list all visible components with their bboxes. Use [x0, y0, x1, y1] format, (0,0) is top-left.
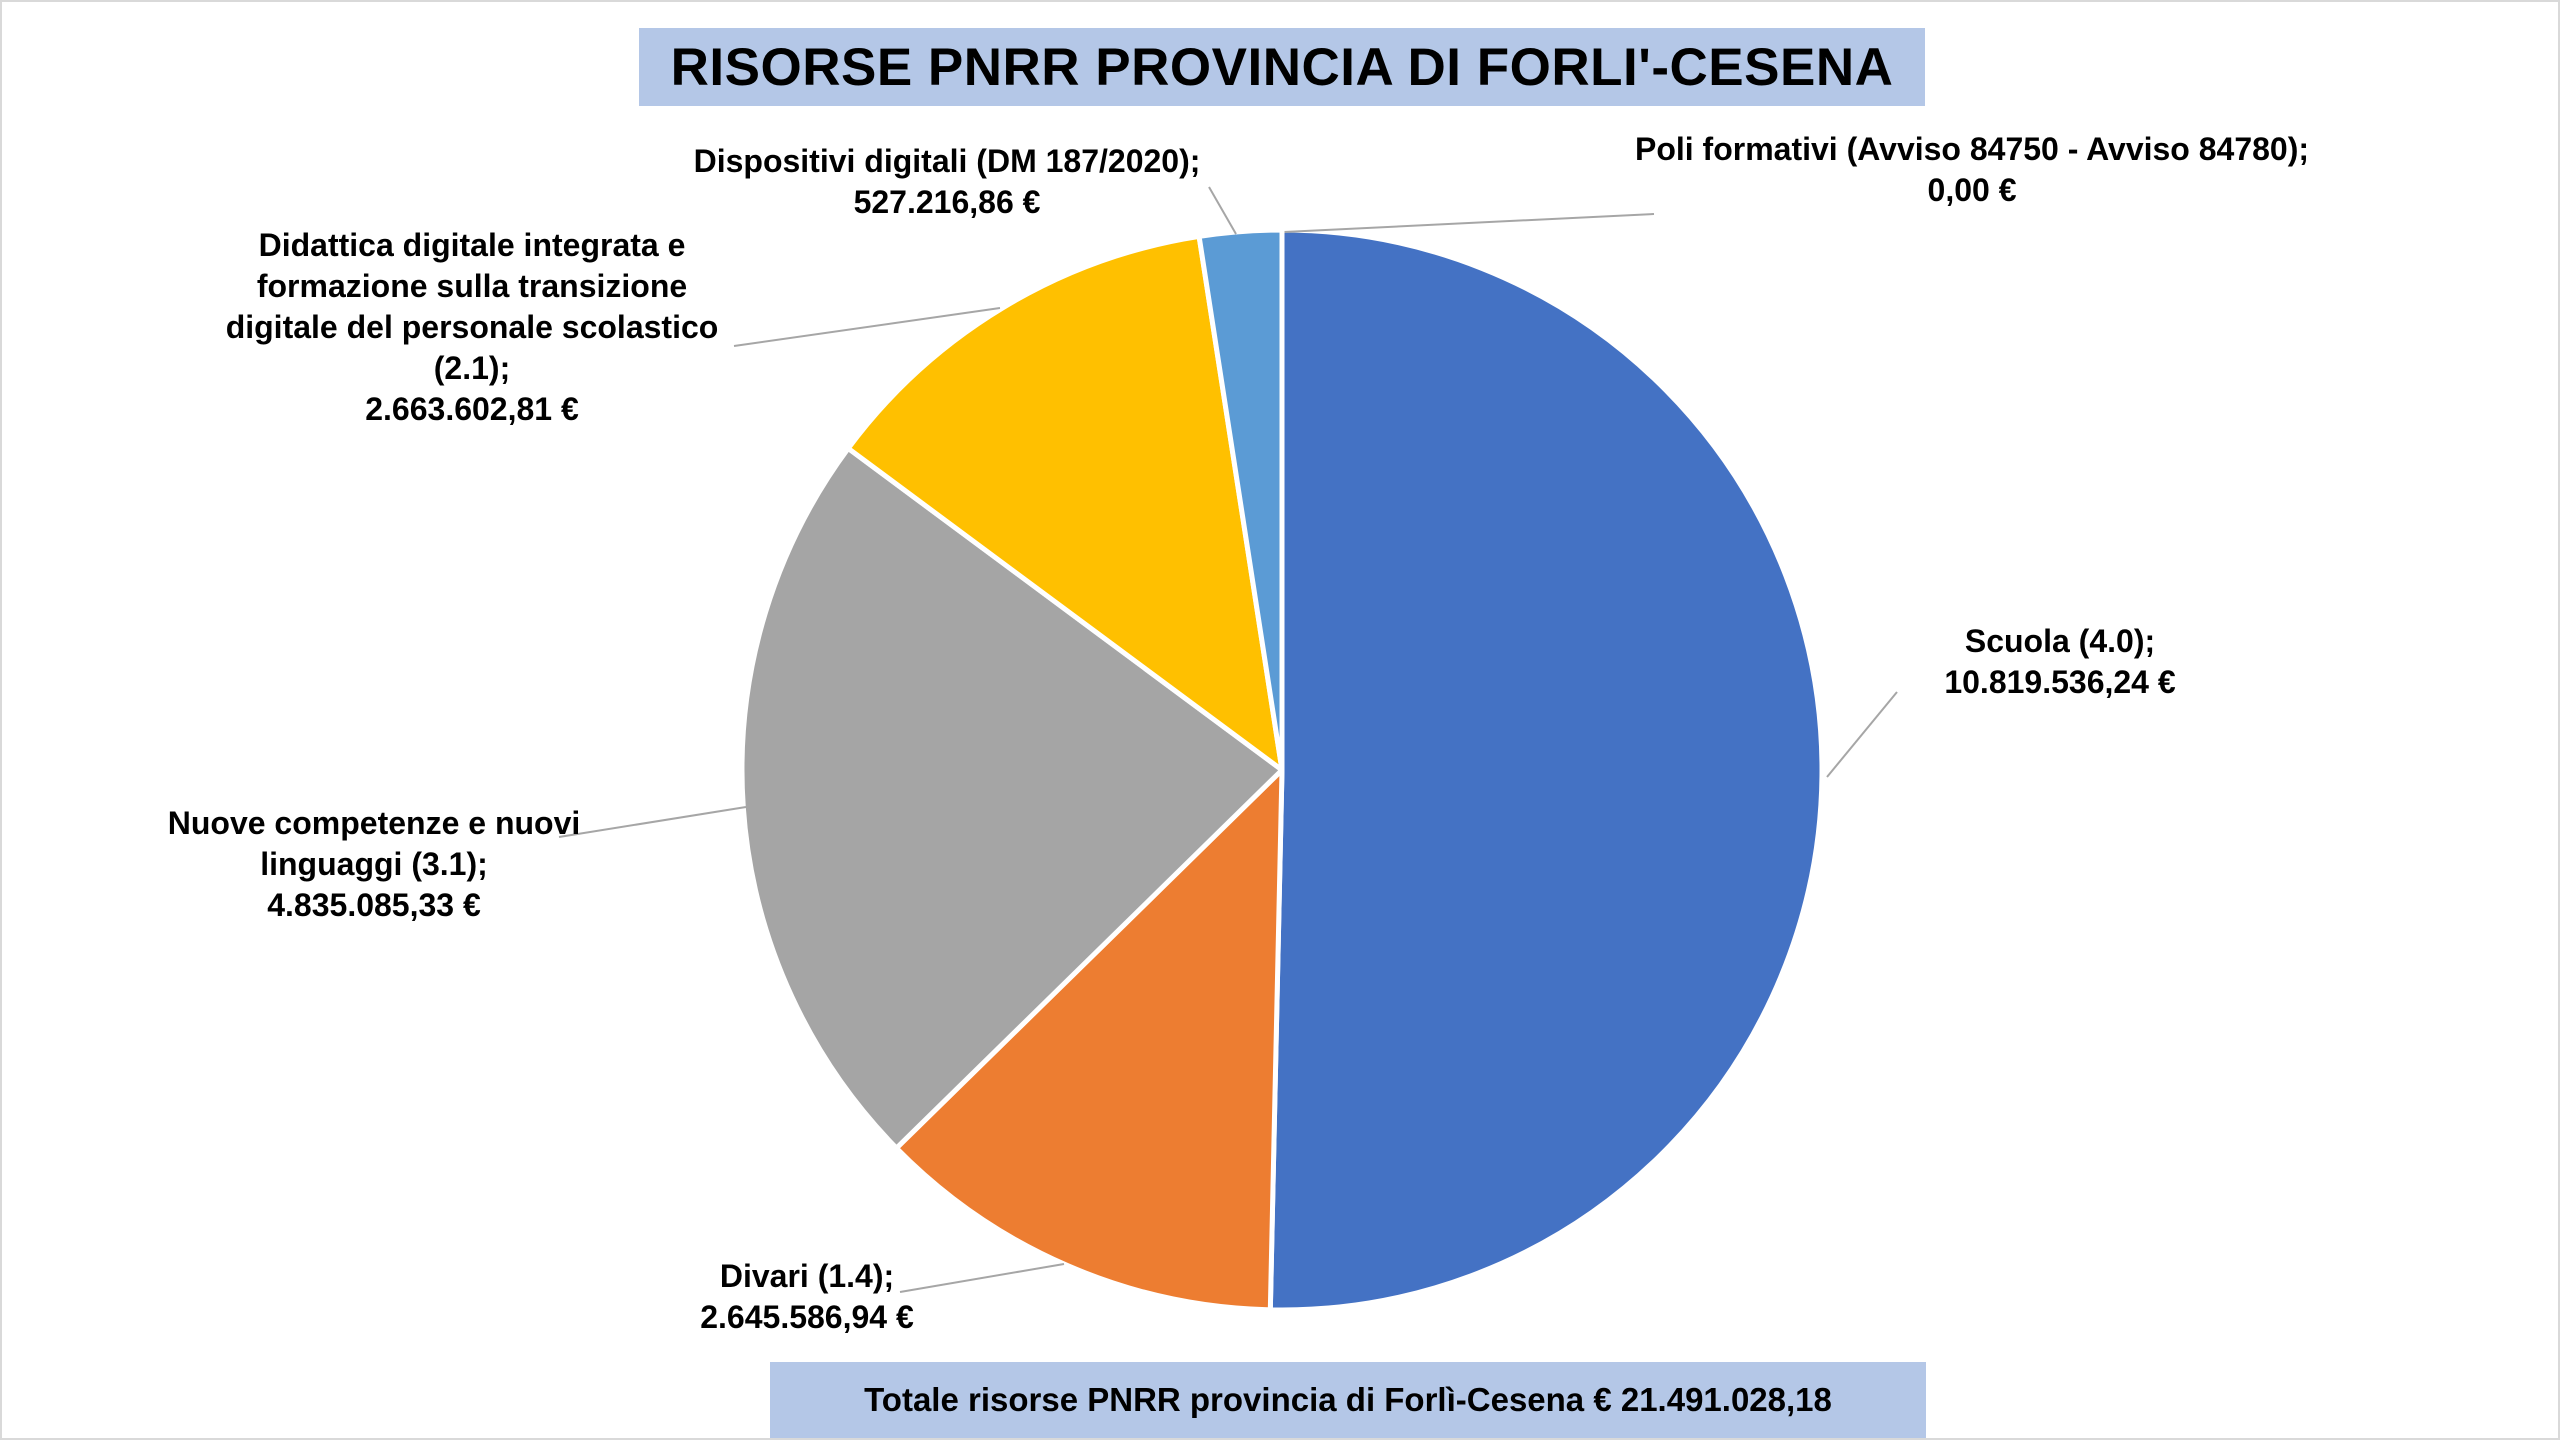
slice-label-1: Scuola (4.0); 10.819.536,24 € — [1944, 623, 2176, 700]
slice-label-line: (2.1); — [434, 350, 510, 386]
slice-label-line: 527.216,86 € — [854, 184, 1041, 220]
slice-label-line: digitale del personale scolastico — [226, 309, 719, 345]
slice-label-line: 2.645.586,94 € — [700, 1299, 914, 1335]
leader-line-1 — [1827, 692, 1897, 777]
slice-label-line: Didattica digitale integrata e — [259, 227, 686, 263]
slice-label-line: linguaggi (3.1); — [260, 846, 488, 882]
slice-label-line: Poli formativi (Avviso 84750 - Avviso 84… — [1635, 131, 2309, 167]
leader-line-6 — [1284, 214, 1654, 232]
slice-label-4: Didattica digitale integrata e formazione… — [226, 227, 719, 427]
slice-label-line: 2.663.602,81 € — [365, 391, 579, 427]
leader-line-3 — [559, 807, 746, 837]
slice-label-line: 4.835.085,33 € — [267, 887, 481, 923]
slice-label-line: 0,00 € — [1928, 172, 2017, 208]
slice-label-line: Scuola (4.0); — [1965, 623, 2155, 659]
pie-slice-1 — [1270, 230, 1822, 1310]
total-label: Totale risorse PNRR provincia di Forlì-C… — [864, 1381, 1832, 1419]
slice-label-line: Dispositivi digitali (DM 187/2020); — [694, 143, 1201, 179]
slice-label-line: Nuove competenze e nuovi — [168, 805, 581, 841]
total-box: Totale risorse PNRR provincia di Forlì-C… — [770, 1362, 1926, 1438]
slice-label-3: Nuove competenze e nuovi linguaggi (3.1);… — [168, 805, 581, 923]
leader-line-5 — [1209, 187, 1236, 234]
slice-label-line: 10.819.536,24 € — [1944, 664, 2176, 700]
slice-label-2: Divari (1.4); 2.645.586,94 € — [700, 1258, 914, 1335]
slice-label-line: Divari (1.4); — [720, 1258, 894, 1294]
slice-label-line: formazione sulla transizione — [257, 268, 687, 304]
slice-label-6: Poli formativi (Avviso 84750 - Avviso 84… — [1635, 131, 2309, 208]
slice-label-5: Dispositivi digitali (DM 187/2020); 527.2… — [694, 143, 1201, 220]
leader-line-2 — [900, 1264, 1064, 1292]
